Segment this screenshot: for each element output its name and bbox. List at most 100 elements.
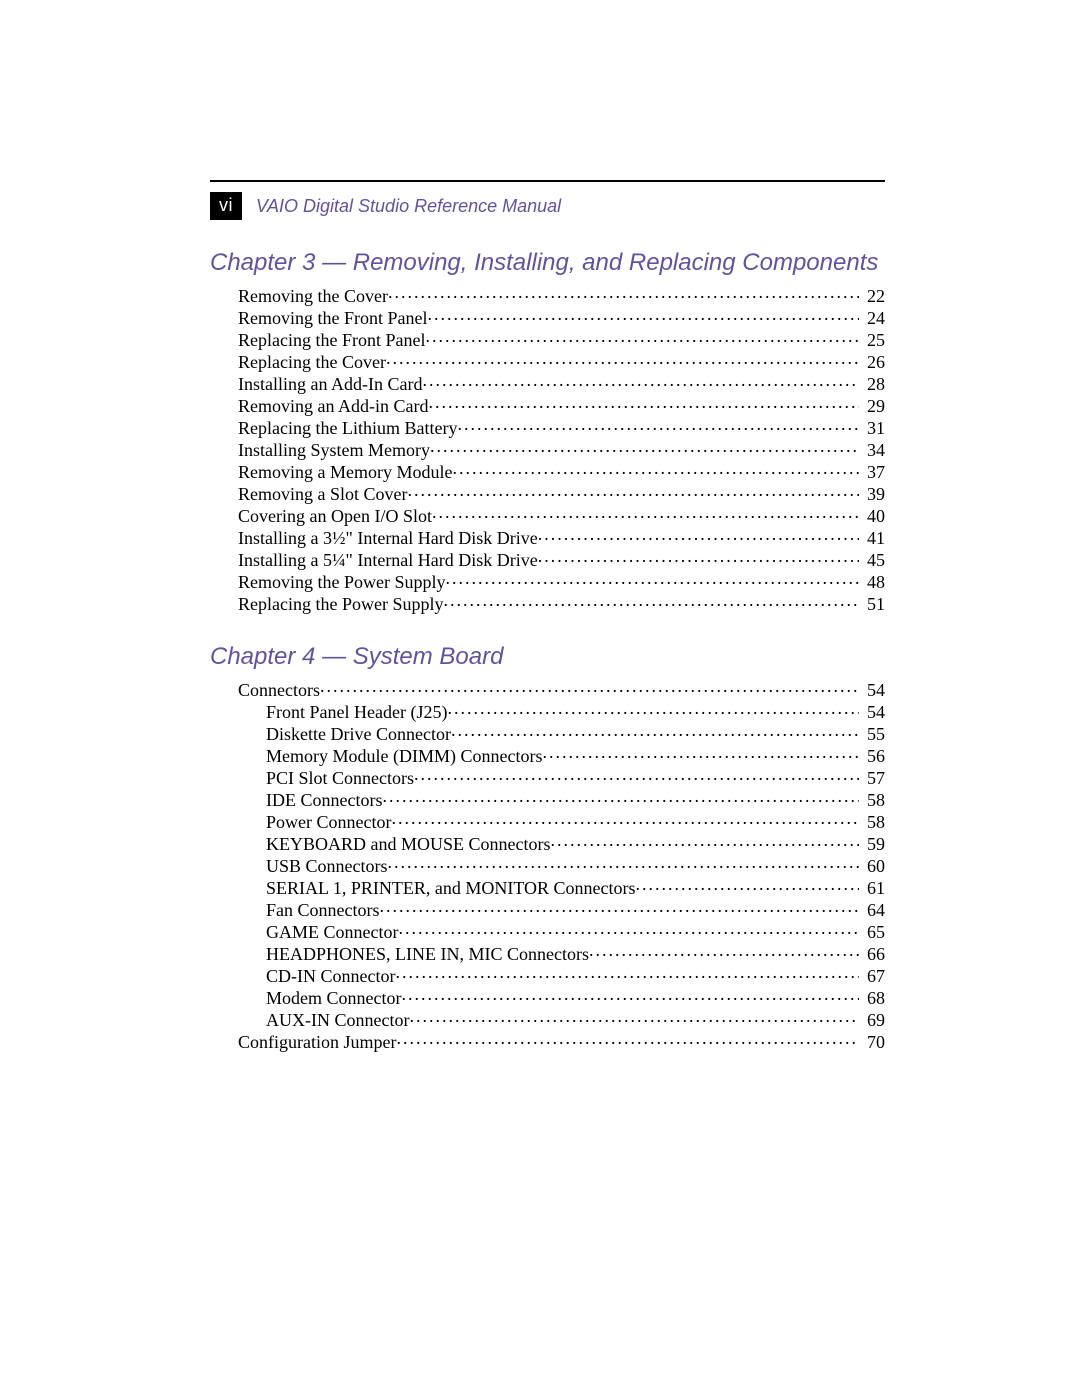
toc-leader-dots — [396, 1030, 859, 1048]
toc-entry-page: 67 — [861, 966, 885, 986]
toc-leader-dots — [386, 350, 859, 368]
toc-entry-title: USB Connectors — [266, 856, 388, 876]
toc-entry: Fan Connectors 64 — [210, 898, 885, 920]
toc-entry-page: 68 — [861, 988, 885, 1008]
toc-entry: Removing the Front Panel 24 — [210, 306, 885, 328]
toc-entry-title: Removing the Power Supply — [238, 572, 446, 592]
toc-entry-page: 37 — [861, 462, 885, 482]
toc-leader-dots — [414, 766, 859, 784]
toc-entry-title: Front Panel Header (J25) — [266, 702, 447, 722]
toc-content: Chapter 3 — Removing, Installing, and Re… — [210, 248, 885, 1080]
toc-leader-dots — [427, 306, 859, 324]
toc-entry-title: SERIAL 1, PRINTER, and MONITOR Connector… — [266, 878, 635, 898]
toc-entry: KEYBOARD and MOUSE Connectors 59 — [210, 832, 885, 854]
toc-entry-title: GAME Connector — [266, 922, 398, 942]
toc-entry-title: Replacing the Front Panel — [238, 330, 425, 350]
chapter-title: Chapter 4 — System Board — [210, 642, 885, 672]
toc-leader-dots — [382, 788, 859, 806]
toc-leader-dots — [379, 898, 859, 916]
toc-entry-page: 54 — [861, 680, 885, 700]
toc-entry: Replacing the Power Supply 51 — [210, 592, 885, 614]
toc-leader-dots — [430, 438, 859, 456]
toc-entry: Removing an Add-in Card 29 — [210, 394, 885, 416]
toc-leader-dots — [542, 744, 859, 762]
toc-chapter-group: Chapter 4 — System BoardConnectors54Fron… — [210, 642, 885, 1052]
toc-entry: PCI Slot Connectors 57 — [210, 766, 885, 788]
toc-entry-title: Diskette Drive Connector — [266, 724, 451, 744]
toc-entry: Installing a 5¼" Internal Hard Disk Driv… — [210, 548, 885, 570]
toc-entry-title: Fan Connectors — [266, 900, 379, 920]
toc-entry-title: Replacing the Power Supply — [238, 594, 443, 614]
toc-entry-title: AUX-IN Connector — [266, 1010, 409, 1030]
toc-entry-page: 31 — [861, 418, 885, 438]
toc-leader-dots — [443, 592, 859, 610]
chapter-title: Chapter 3 — Removing, Installing, and Re… — [210, 248, 885, 278]
toc-leader-dots — [391, 810, 859, 828]
toc-entry: Modem Connector 68 — [210, 986, 885, 1008]
toc-entry-title: KEYBOARD and MOUSE Connectors — [266, 834, 550, 854]
toc-leader-dots — [446, 570, 860, 588]
toc-leader-dots — [401, 986, 859, 1004]
toc-entry: Removing a Slot Cover39 — [210, 482, 885, 504]
toc-leader-dots — [425, 328, 859, 346]
toc-entry-page: 61 — [861, 878, 885, 898]
toc-entry-title: Installing a 3½" Internal Hard Disk Driv… — [238, 528, 538, 548]
toc-entry: USB Connectors 60 — [210, 854, 885, 876]
toc-chapter-group: Chapter 3 — Removing, Installing, and Re… — [210, 248, 885, 614]
toc-entry-page: 69 — [861, 1010, 885, 1030]
toc-entry-title: Connectors — [238, 680, 320, 700]
toc-entry-title: Installing an Add-In Card — [238, 374, 422, 394]
toc-leader-dots — [447, 700, 859, 718]
toc-leader-dots — [320, 678, 859, 696]
toc-entry-page: 29 — [861, 396, 885, 416]
toc-entry: Memory Module (DIMM) Connectors 56 — [210, 744, 885, 766]
toc-leader-dots — [550, 832, 859, 850]
toc-entry: Power Connector 58 — [210, 810, 885, 832]
toc-leader-dots — [409, 1008, 859, 1026]
toc-entry-title: CD-IN Connector — [266, 966, 395, 986]
toc-entry-page: 55 — [861, 724, 885, 744]
page-number-box: vi — [210, 192, 242, 220]
toc-entry-page: 58 — [861, 790, 885, 810]
toc-entry: Installing an Add-In Card 28 — [210, 372, 885, 394]
toc-entry-title: Removing a Memory Module — [238, 462, 452, 482]
toc-entry: Replacing the Lithium Battery 31 — [210, 416, 885, 438]
toc-entry: Covering an Open I/O Slot 40 — [210, 504, 885, 526]
toc-leader-dots — [428, 394, 859, 412]
toc-leader-dots — [452, 460, 859, 478]
toc-entry-title: Power Connector — [266, 812, 391, 832]
toc-leader-dots — [408, 482, 860, 500]
toc-leader-dots — [388, 284, 859, 302]
toc-entry-page: 24 — [861, 308, 885, 328]
toc-entry-page: 34 — [861, 440, 885, 460]
toc-leader-dots — [635, 876, 859, 894]
toc-entry-page: 40 — [861, 506, 885, 526]
toc-entry: HEADPHONES, LINE IN, MIC Connectors 66 — [210, 942, 885, 964]
toc-entry-title: Installing System Memory — [238, 440, 430, 460]
toc-leader-dots — [422, 372, 859, 390]
toc-entry-page: 28 — [861, 374, 885, 394]
toc-entry: Installing System Memory 34 — [210, 438, 885, 460]
toc-entry-page: 65 — [861, 922, 885, 942]
toc-entry: Connectors 54 — [210, 678, 885, 700]
toc-entry: CD-IN Connector 67 — [210, 964, 885, 986]
toc-leader-dots — [589, 942, 859, 960]
toc-entry-page: 45 — [861, 550, 885, 570]
toc-entry: IDE Connectors 58 — [210, 788, 885, 810]
toc-entry-page: 64 — [861, 900, 885, 920]
toc-leader-dots — [395, 964, 859, 982]
toc-entry-page: 60 — [861, 856, 885, 876]
toc-entry: Front Panel Header (J25)54 — [210, 700, 885, 722]
toc-entry-title: Replacing the Lithium Battery — [238, 418, 457, 438]
toc-entry-page: 57 — [861, 768, 885, 788]
toc-entry-page: 58 — [861, 812, 885, 832]
toc-entry-page: 22 — [861, 286, 885, 306]
toc-entry-page: 26 — [861, 352, 885, 372]
toc-entry: Configuration Jumper 70 — [210, 1030, 885, 1052]
toc-entry: AUX-IN Connector 69 — [210, 1008, 885, 1030]
toc-entry-page: 59 — [861, 834, 885, 854]
toc-leader-dots — [398, 920, 859, 938]
toc-entry: Replacing the Cover 26 — [210, 350, 885, 372]
toc-entry-title: IDE Connectors — [266, 790, 382, 810]
toc-entry-page: 39 — [861, 484, 885, 504]
